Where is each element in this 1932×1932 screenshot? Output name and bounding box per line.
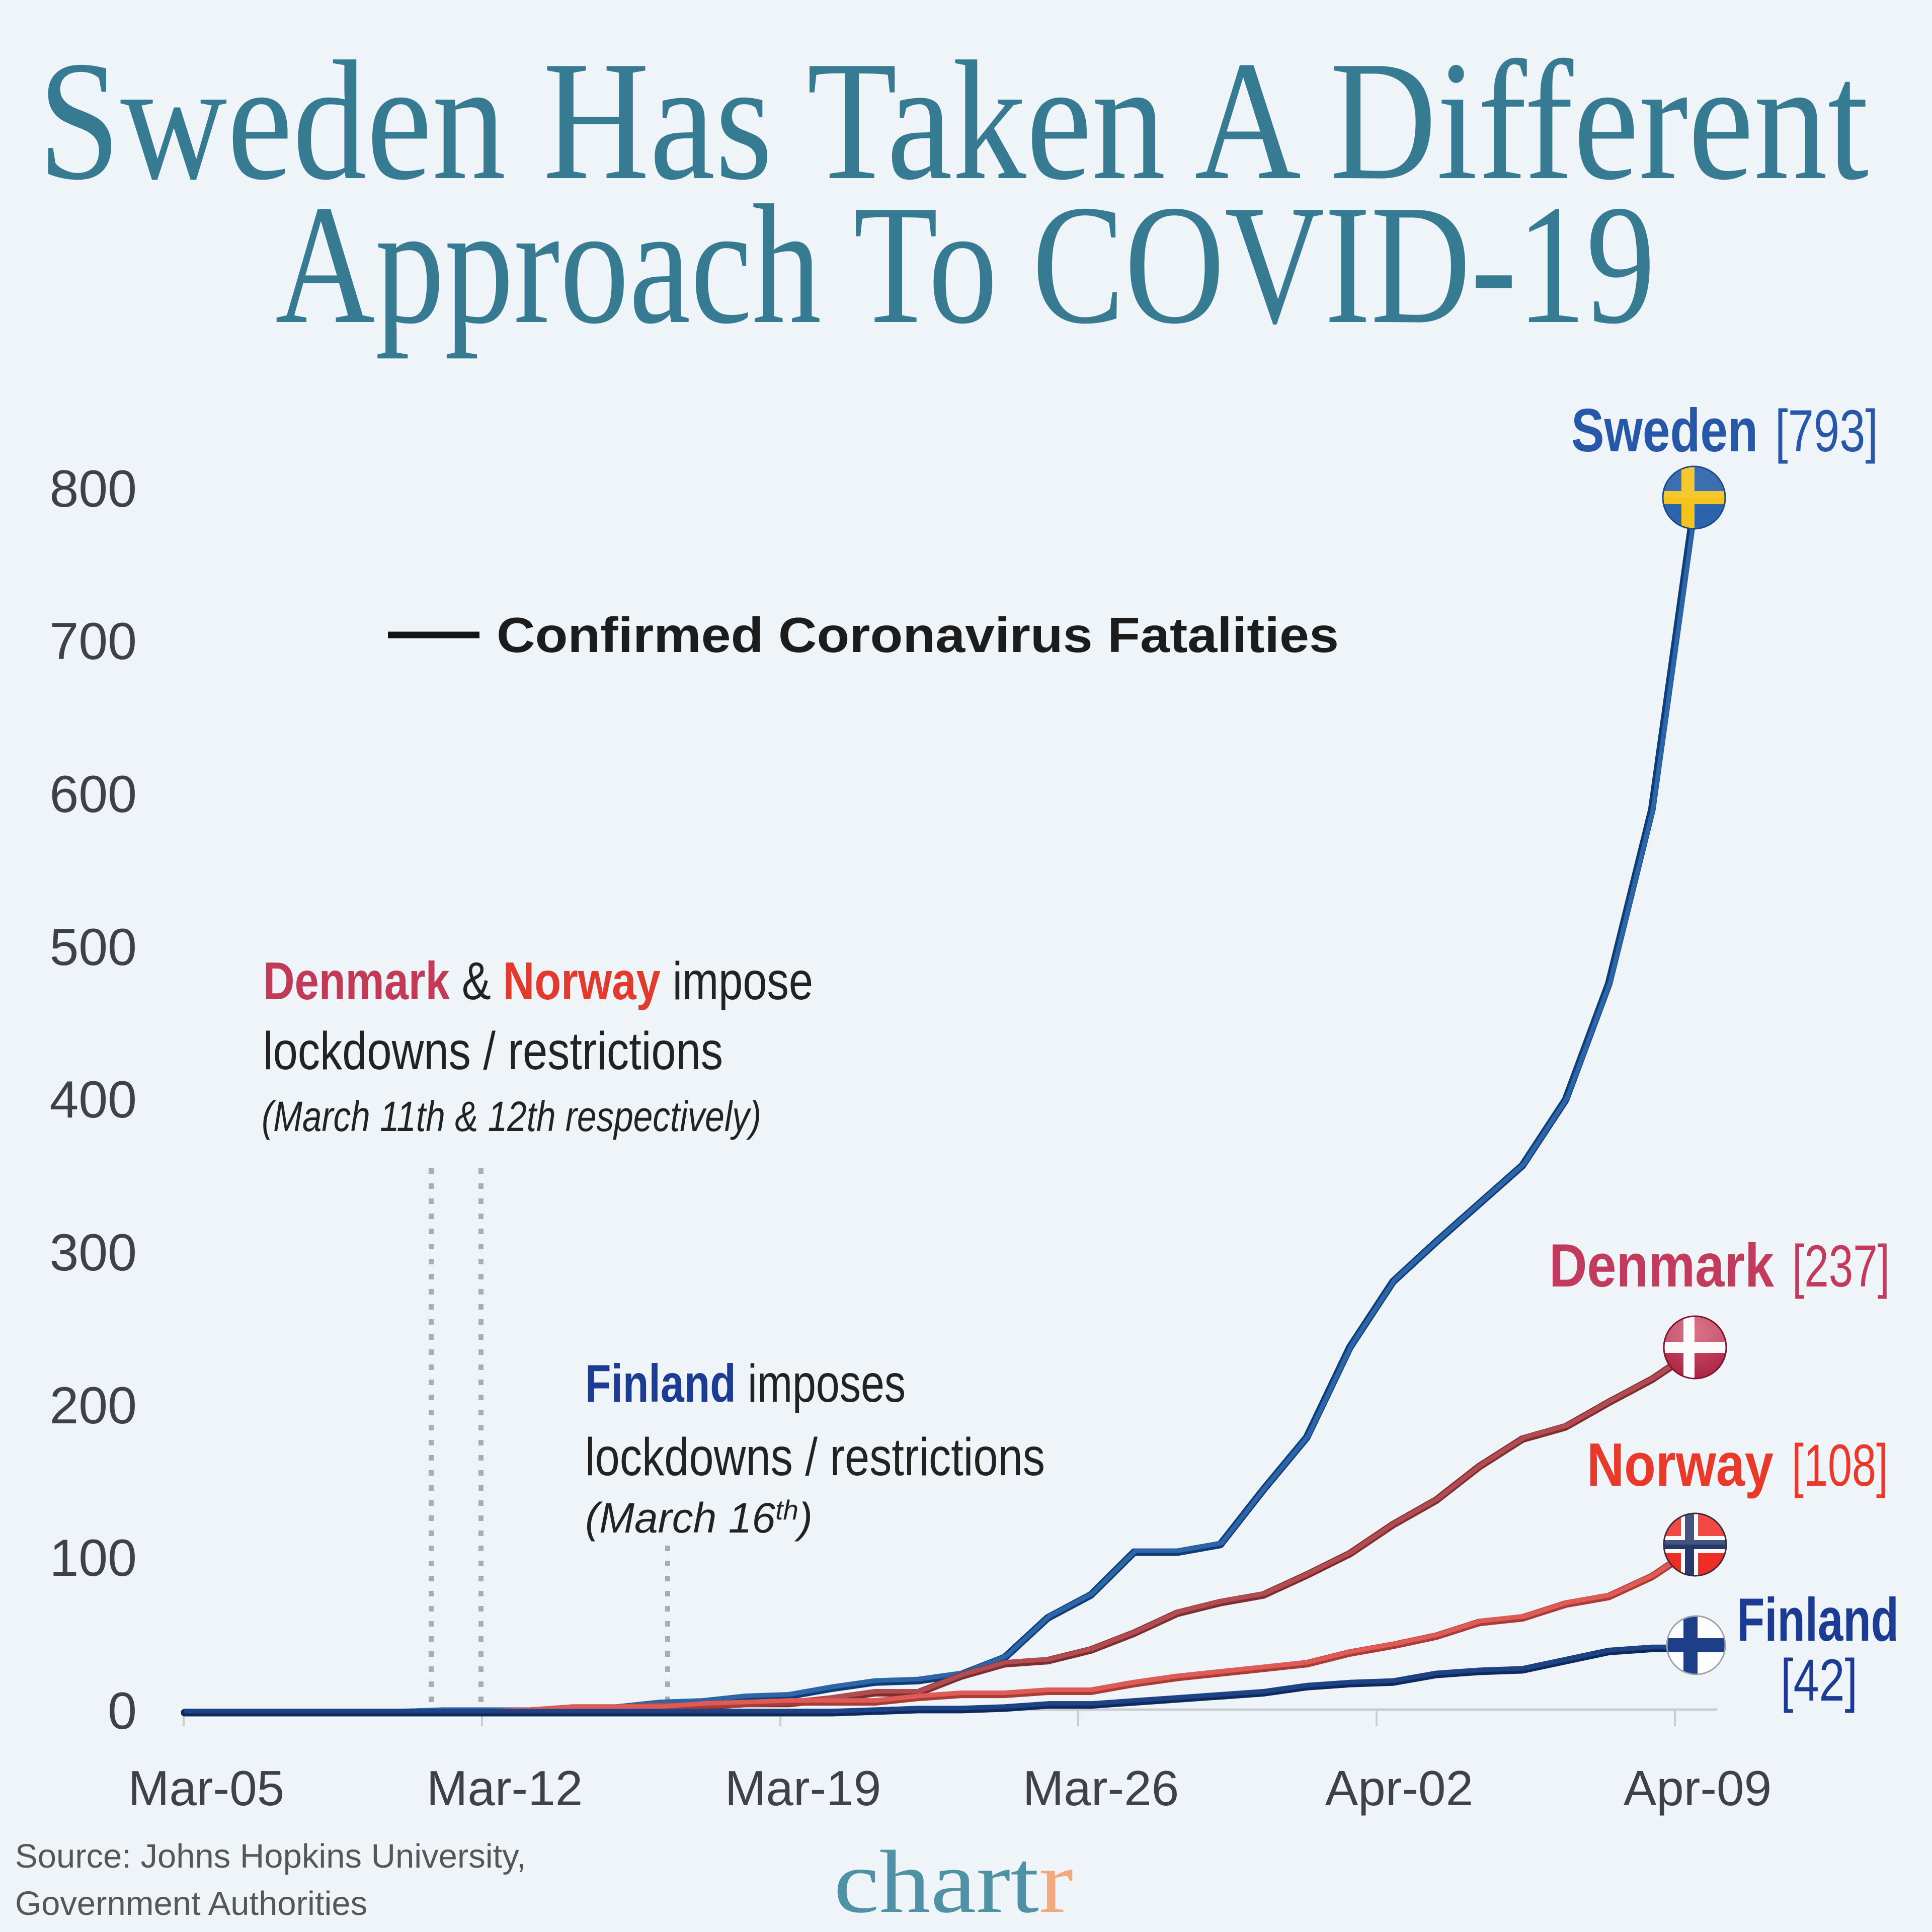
svg-text:Mar-26: Mar-26	[1023, 1760, 1179, 1816]
svg-text:Norway: Norway	[1587, 1430, 1774, 1499]
svg-text:(March 16th): (March 16th)	[585, 1494, 813, 1542]
svg-text:Mar-19: Mar-19	[725, 1760, 881, 1816]
svg-text:[793]: [793]	[1775, 398, 1878, 464]
svg-text:[237]: [237]	[1792, 1233, 1890, 1300]
svg-text:800: 800	[49, 460, 137, 518]
svg-text:400: 400	[49, 1071, 137, 1129]
svg-text:lockdowns / restrictions: lockdowns / restrictions	[585, 1427, 1045, 1487]
svg-text:Government Authorities: Government Authorities	[15, 1885, 367, 1922]
svg-text:Source: Johns Hopkins Universi: Source: Johns Hopkins University,	[15, 1837, 526, 1875]
svg-text:Approach To COVID-19: Approach To COVID-19	[275, 170, 1655, 359]
svg-text:Mar-12: Mar-12	[427, 1760, 583, 1816]
svg-text:Denmark: Denmark	[1549, 1231, 1774, 1300]
svg-text:200: 200	[49, 1377, 137, 1435]
svg-text:Finland: Finland	[1737, 1585, 1899, 1654]
svg-text:Finland imposes: Finland imposes	[585, 1354, 906, 1413]
svg-text:Sweden Has Taken A Different: Sweden Has Taken A Different	[38, 26, 1869, 215]
svg-text:600: 600	[49, 765, 137, 824]
svg-text:Sweden: Sweden	[1571, 396, 1758, 464]
svg-text:Denmark & Norway impose: Denmark & Norway impose	[263, 951, 813, 1011]
svg-text:700: 700	[49, 612, 137, 671]
svg-text:Apr-09: Apr-09	[1624, 1760, 1772, 1816]
svg-text:[108]: [108]	[1792, 1432, 1888, 1499]
svg-text:100: 100	[49, 1529, 137, 1587]
svg-text:0: 0	[108, 1682, 137, 1740]
svg-text:Mar-05: Mar-05	[128, 1760, 284, 1816]
svg-text:Confirmed Coronavirus Fataliti: Confirmed Coronavirus Fatalities	[497, 607, 1339, 663]
svg-text:[42]: [42]	[1781, 1647, 1858, 1714]
svg-text:lockdowns / restrictions: lockdowns / restrictions	[263, 1021, 723, 1081]
svg-text:Apr-02: Apr-02	[1325, 1760, 1473, 1816]
svg-text:(March 11th & 12th respectivel: (March 11th & 12th respectively)	[262, 1093, 761, 1140]
svg-text:500: 500	[49, 918, 137, 977]
svg-text:300: 300	[49, 1224, 137, 1282]
